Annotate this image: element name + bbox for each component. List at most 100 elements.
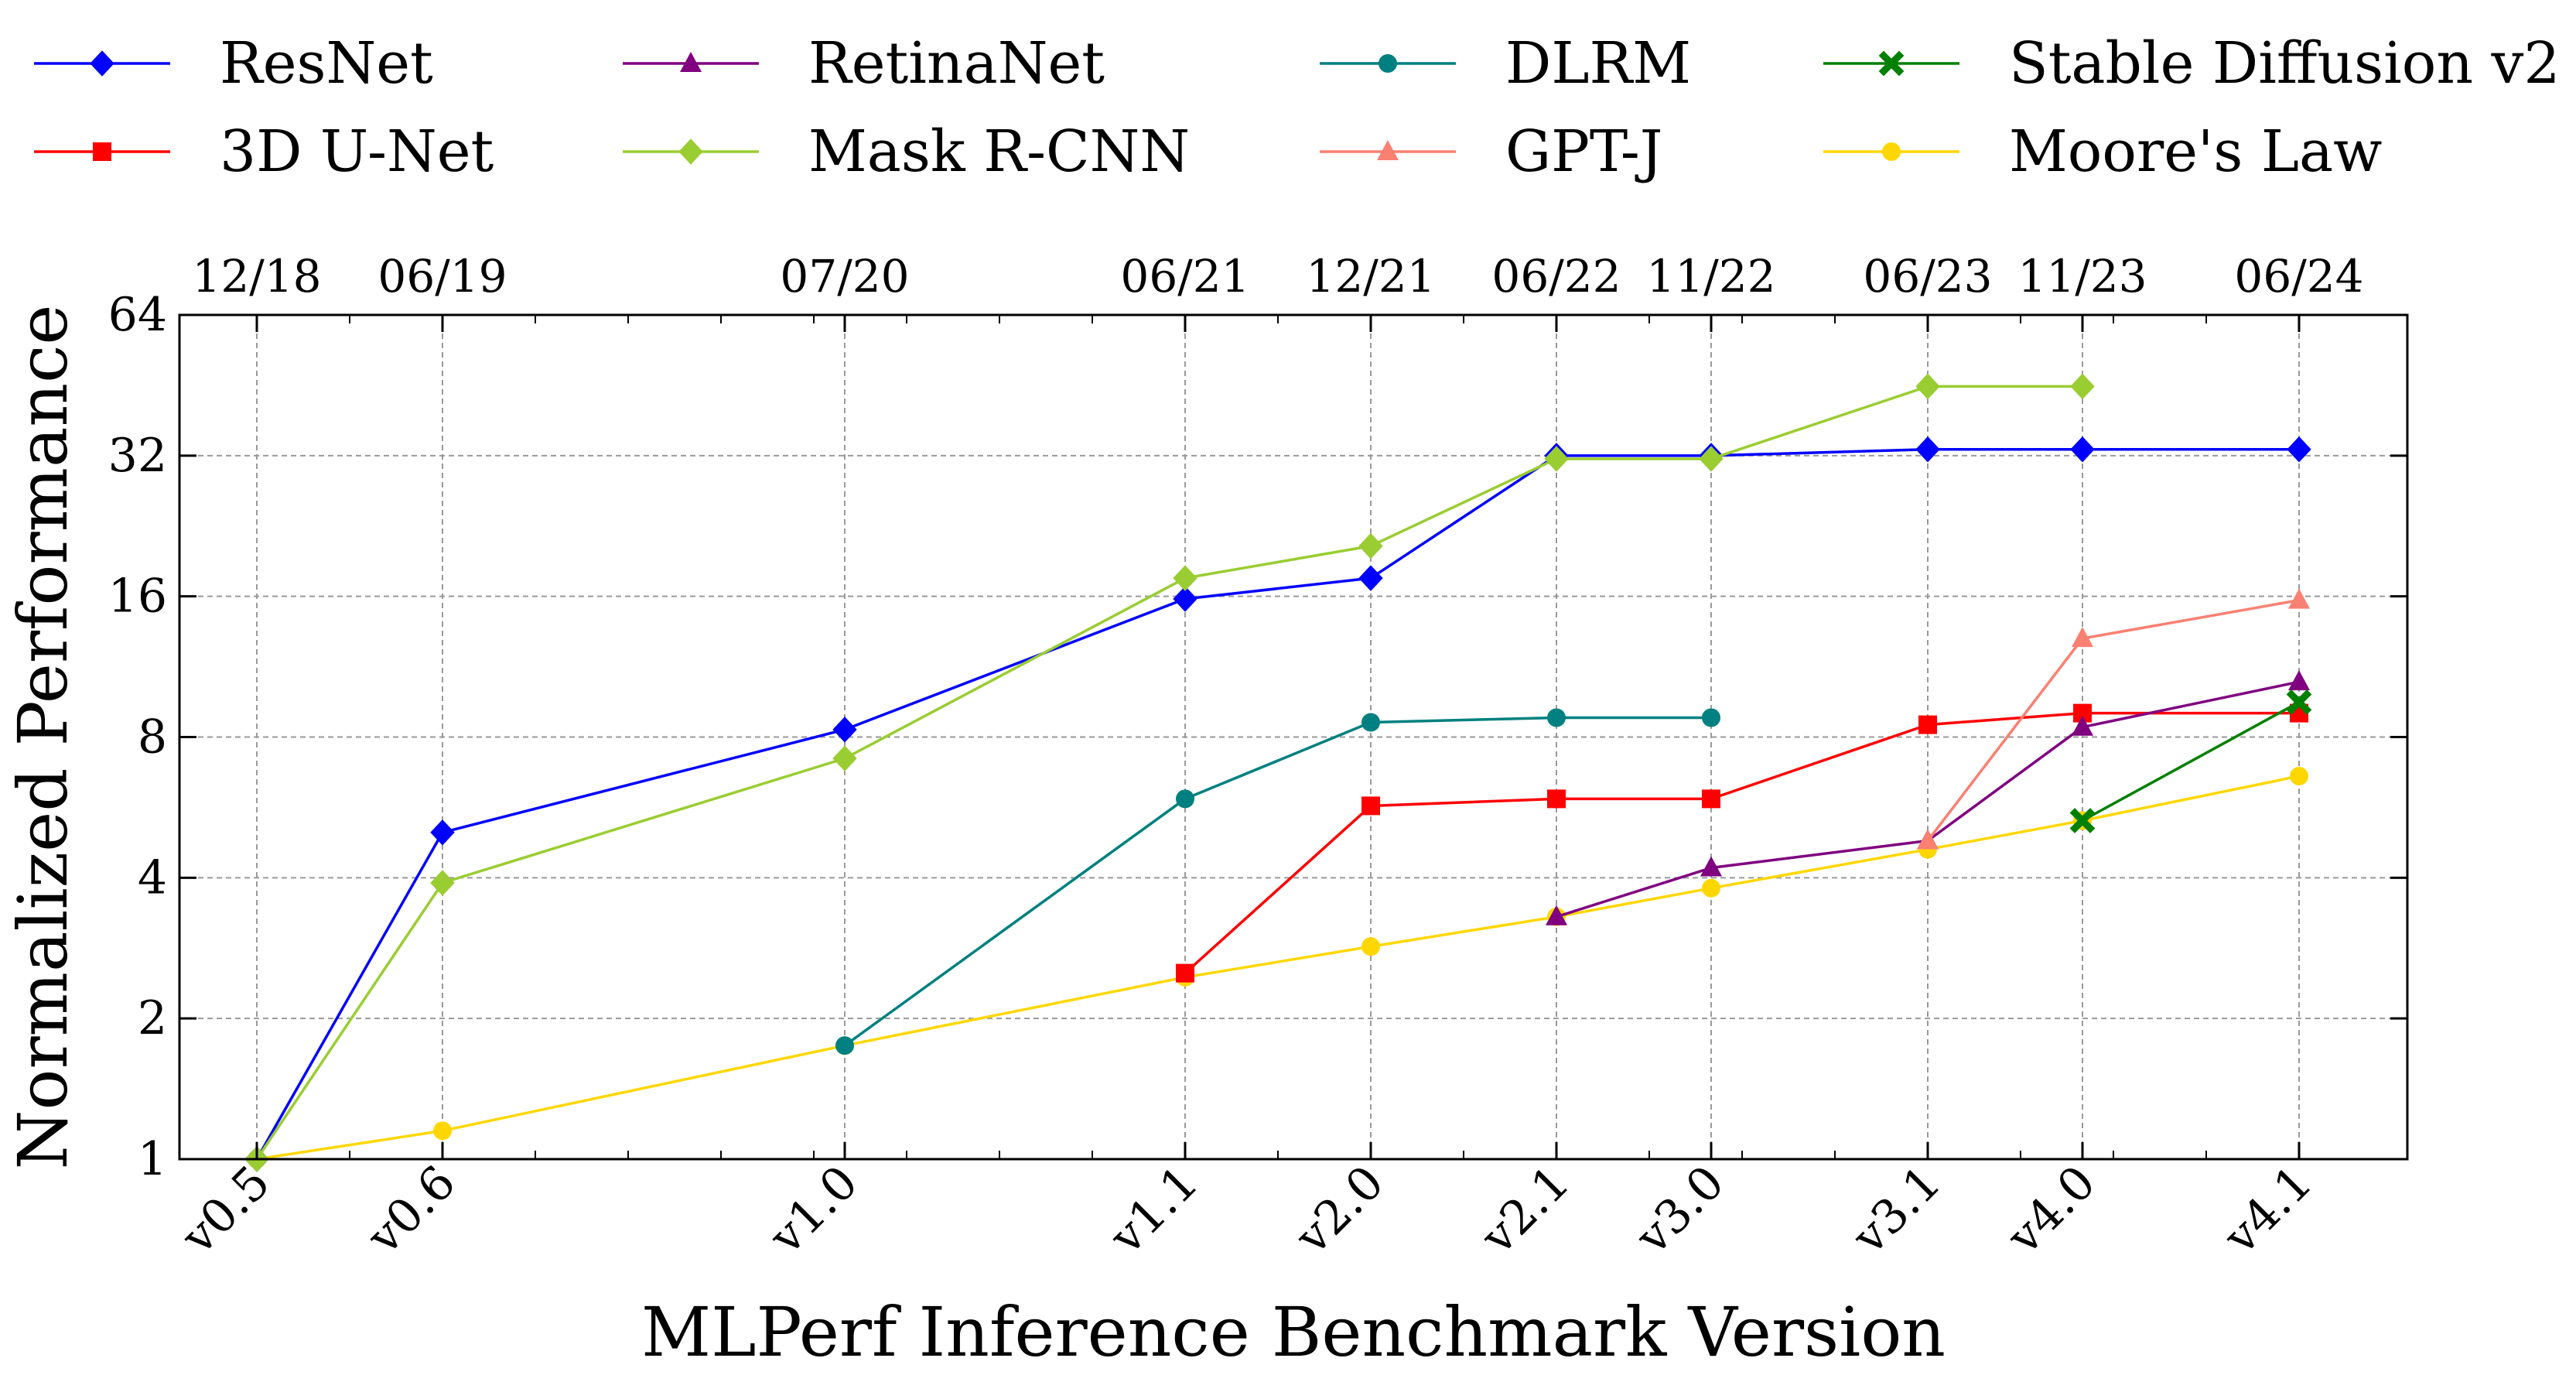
data-point-gpt-j-v4-1 bbox=[2288, 588, 2310, 609]
legend-item-mask-r-cnn: Mask R-CNN bbox=[623, 118, 1190, 185]
series-line-moore-s-law bbox=[256, 775, 2300, 1161]
legend-label-dlrm: DLRM bbox=[1505, 30, 1691, 97]
data-point-moore-s-law-v4-1 bbox=[2290, 766, 2308, 785]
top-date-label-06-19: 06/19 bbox=[378, 250, 507, 303]
top-date-label-11-23: 11/23 bbox=[2017, 250, 2147, 303]
data-point-3d-u-net-v3-0 bbox=[1702, 789, 1720, 809]
legend-marker-stable-diffusion-v2 bbox=[1878, 50, 1905, 77]
legend-label-3d-u-net: 3D U-Net bbox=[220, 118, 494, 185]
series-moore-s-law bbox=[248, 766, 2308, 1168]
y-tick-label-2: 2 bbox=[138, 991, 167, 1045]
legend-marker-gpt-j bbox=[1377, 140, 1399, 160]
data-point-retinanet-v4-1 bbox=[2288, 670, 2310, 691]
data-point-moore-s-law-v0-6 bbox=[433, 1121, 452, 1141]
data-point-3d-u-net-v3-1 bbox=[1918, 715, 1937, 734]
y-tick-label-4: 4 bbox=[138, 850, 167, 905]
legend-marker-resnet bbox=[90, 50, 114, 77]
grid-lines bbox=[179, 314, 2407, 1160]
legend-item-gpt-j: GPT-J bbox=[1320, 118, 1662, 185]
y-tick-label-32: 32 bbox=[108, 429, 167, 483]
y-tick-label-8: 8 bbox=[138, 710, 167, 765]
legend-marker-dlrm bbox=[1379, 54, 1397, 73]
series-mask-r-cnn bbox=[244, 373, 2095, 1172]
legend-label-moore-s-law: Moore's Law bbox=[2009, 118, 2382, 185]
data-point-3d-u-net-v2-0 bbox=[1361, 796, 1380, 816]
y-tick-labels: 1 2 4 8 16 32 64 bbox=[108, 288, 167, 1186]
data-point-mask-r-cnn-v0-6 bbox=[430, 870, 455, 896]
data-point-retinanet-v2-1 bbox=[1546, 905, 1567, 925]
data-point-stable-diffusion-v2-v4-1 bbox=[2286, 689, 2312, 715]
data-point-stable-diffusion-v2-v4-0 bbox=[2069, 808, 2096, 833]
data-point-resnet-v1-1 bbox=[1173, 586, 1197, 612]
data-point-resnet-v4-0 bbox=[2070, 436, 2095, 463]
legend-item-retinanet: RetinaNet bbox=[623, 30, 1105, 97]
series-dlrm bbox=[835, 708, 1720, 1055]
data-point-mask-r-cnn-v3-1 bbox=[1915, 373, 1940, 400]
series-gpt-j bbox=[1917, 588, 2310, 850]
legend: ResNet 3D U-Net RetinaNet Mask R-CNN DLRM GPT… bbox=[34, 30, 2560, 185]
data-point-retinanet-v3-0 bbox=[1700, 856, 1722, 877]
data-point-mask-r-cnn-v2-1 bbox=[1544, 446, 1569, 472]
data-point-resnet-v2-0 bbox=[1358, 565, 1383, 591]
y-tick-label-16: 16 bbox=[108, 570, 167, 624]
top-date-label-12-21: 12/21 bbox=[1306, 250, 1435, 303]
legend-marker-moore-s-law bbox=[1882, 142, 1901, 161]
x-tick-label-v4-0: v4.0 bbox=[1997, 1155, 2106, 1265]
y-tick-label-1: 1 bbox=[138, 1132, 167, 1186]
series-line-3d-u-net bbox=[1184, 711, 2299, 974]
data-point-gpt-j-v4-0 bbox=[2072, 627, 2093, 648]
data-point-3d-u-net-v2-1 bbox=[1547, 789, 1566, 809]
x-tick-label-v3-1: v3.1 bbox=[1842, 1155, 1952, 1265]
data-point-dlrm-v2-0 bbox=[1361, 713, 1380, 732]
series-stable-diffusion-v2 bbox=[2069, 689, 2312, 833]
x-axis-title: MLPerf Inference Benchmark Version bbox=[641, 1292, 1946, 1372]
legend-item-resnet: ResNet bbox=[34, 30, 433, 97]
x-tick-label-v3-0: v3.0 bbox=[1625, 1155, 1735, 1265]
series-3d-u-net bbox=[1176, 703, 2308, 983]
data-point-mask-r-cnn-v1-0 bbox=[832, 745, 857, 771]
x-tick-labels: v0.5 v0.6 v1.0 v1.1 v2.0 v2.1 v3.0 v3.1 v4.0 v4.1 bbox=[171, 1155, 2323, 1265]
x-tick-label-v1-0: v1.0 bbox=[759, 1155, 869, 1265]
legend-label-gpt-j: GPT-J bbox=[1505, 118, 1662, 185]
data-point-dlrm-v2-1 bbox=[1547, 708, 1566, 727]
legend-marker-3d-u-net bbox=[93, 142, 111, 161]
data-point-resnet-v3-1 bbox=[1915, 436, 1940, 463]
series-layer bbox=[244, 373, 2312, 1172]
x-tick-label-v2-1: v2.1 bbox=[1471, 1155, 1580, 1265]
series-line-stable-diffusion-v2 bbox=[2082, 700, 2300, 823]
series-resnet bbox=[244, 436, 2311, 1172]
data-point-mask-r-cnn-v1-1 bbox=[1173, 565, 1197, 591]
legend-item-moore-s-law: Moore's Law bbox=[1823, 118, 2382, 185]
top-date-label-11-22: 11/22 bbox=[1646, 250, 1775, 303]
data-point-retinanet-v4-0 bbox=[2072, 715, 2093, 736]
y-tick-label-64: 64 bbox=[108, 288, 167, 342]
legend-item-3d-u-net: 3D U-Net bbox=[34, 118, 494, 185]
legend-label-stable-diffusion-v2: Stable Diffusion v2 bbox=[2009, 30, 2560, 97]
legend-label-resnet: ResNet bbox=[220, 30, 433, 97]
top-date-label-12-18: 12/18 bbox=[192, 250, 321, 303]
top-date-label-06-21: 06/21 bbox=[1120, 250, 1249, 303]
legend-label-mask-r-cnn: Mask R-CNN bbox=[808, 118, 1190, 185]
data-point-resnet-v0-6 bbox=[430, 819, 455, 846]
top-date-label-06-24: 06/24 bbox=[2234, 250, 2363, 303]
series-line-mask-r-cnn bbox=[255, 385, 2082, 1160]
x-tick-label-v4-1: v4.1 bbox=[2213, 1155, 2323, 1265]
legend-item-stable-diffusion-v2: Stable Diffusion v2 bbox=[1823, 30, 2560, 97]
top-tick-labels: 12/18 06/19 07/20 06/21 12/21 06/22 11/22 06/23… bbox=[192, 250, 2363, 303]
legend-marker-mask-r-cnn bbox=[678, 139, 703, 165]
x-tick-label-v0-5: v0.5 bbox=[171, 1155, 281, 1265]
data-point-dlrm-v1-1 bbox=[1176, 789, 1194, 809]
data-point-3d-u-net-v1-1 bbox=[1176, 963, 1194, 983]
data-point-moore-s-law-v3-0 bbox=[1702, 878, 1720, 898]
top-date-label-07-20: 07/20 bbox=[780, 250, 909, 303]
series-line-resnet bbox=[255, 448, 2299, 1160]
y-axis-title: Normalized Performance bbox=[3, 305, 83, 1170]
top-date-label-06-22: 06/22 bbox=[1491, 250, 1621, 303]
top-date-label-06-23: 06/23 bbox=[1863, 250, 1992, 303]
data-point-gpt-j-v3-1 bbox=[1917, 829, 1939, 850]
legend-item-dlrm: DLRM bbox=[1320, 30, 1691, 97]
legend-label-retinanet: RetinaNet bbox=[808, 30, 1105, 97]
data-point-mask-r-cnn-v3-0 bbox=[1699, 446, 1724, 472]
data-point-moore-s-law-v2-0 bbox=[1361, 937, 1380, 956]
